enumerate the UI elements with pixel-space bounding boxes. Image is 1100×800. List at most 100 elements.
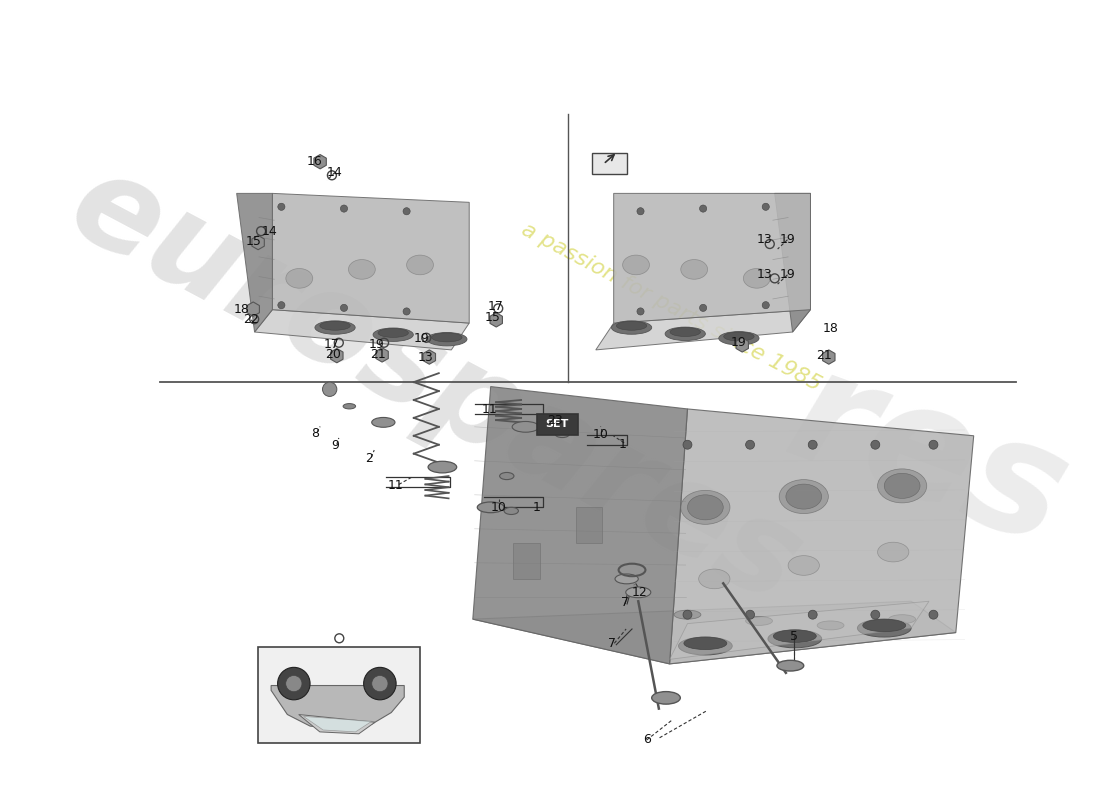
Bar [513, 543, 540, 579]
Ellipse shape [777, 660, 804, 671]
Text: 19: 19 [368, 338, 384, 351]
Polygon shape [670, 409, 974, 664]
Ellipse shape [746, 617, 772, 626]
Ellipse shape [878, 542, 909, 562]
Ellipse shape [817, 621, 844, 630]
Ellipse shape [684, 637, 727, 650]
Circle shape [372, 675, 388, 692]
Ellipse shape [428, 462, 456, 473]
Circle shape [871, 610, 880, 619]
Circle shape [746, 440, 755, 449]
Circle shape [808, 440, 817, 449]
Polygon shape [424, 350, 436, 364]
Ellipse shape [378, 329, 408, 338]
Ellipse shape [373, 328, 414, 342]
Circle shape [277, 667, 310, 700]
Ellipse shape [616, 322, 647, 330]
Polygon shape [236, 194, 273, 332]
Text: 7: 7 [621, 596, 629, 609]
Circle shape [637, 308, 645, 315]
Circle shape [278, 203, 285, 210]
Ellipse shape [427, 333, 468, 346]
Text: 9: 9 [331, 439, 339, 452]
Circle shape [340, 205, 348, 212]
Text: 14: 14 [327, 166, 343, 179]
Text: 17: 17 [324, 338, 340, 351]
Ellipse shape [773, 630, 816, 642]
Ellipse shape [431, 333, 462, 342]
Polygon shape [670, 602, 930, 659]
Text: 18: 18 [233, 302, 250, 316]
FancyBboxPatch shape [592, 153, 627, 174]
Text: 15: 15 [484, 311, 500, 324]
Ellipse shape [681, 490, 730, 524]
Text: res: res [768, 336, 1087, 578]
Polygon shape [254, 310, 470, 350]
Ellipse shape [477, 502, 504, 513]
Text: 19: 19 [780, 268, 795, 282]
Circle shape [340, 304, 348, 311]
Ellipse shape [785, 484, 822, 509]
Ellipse shape [407, 255, 433, 274]
Text: 1: 1 [532, 501, 540, 514]
Polygon shape [299, 714, 375, 734]
Ellipse shape [504, 507, 518, 514]
Text: 13: 13 [757, 234, 772, 246]
Ellipse shape [884, 474, 920, 498]
Text: 20: 20 [324, 349, 341, 362]
Polygon shape [614, 194, 811, 323]
Text: 19: 19 [414, 332, 429, 345]
Text: 10: 10 [491, 501, 506, 514]
Polygon shape [596, 310, 811, 350]
Text: eurospares: eurospares [50, 141, 822, 630]
Circle shape [322, 382, 337, 397]
Polygon shape [273, 194, 470, 323]
Text: 7: 7 [608, 637, 616, 650]
Circle shape [808, 610, 817, 619]
Ellipse shape [651, 692, 680, 704]
Polygon shape [376, 348, 388, 362]
Circle shape [700, 304, 706, 311]
Text: 13: 13 [418, 350, 433, 363]
Text: 1: 1 [618, 438, 626, 451]
Circle shape [683, 610, 692, 619]
Text: 18: 18 [823, 322, 838, 335]
Circle shape [364, 667, 396, 700]
Text: a passion for parts since 1985: a passion for parts since 1985 [518, 219, 825, 394]
Polygon shape [252, 235, 264, 250]
Ellipse shape [670, 327, 701, 337]
Ellipse shape [857, 619, 911, 637]
Ellipse shape [343, 403, 355, 409]
Ellipse shape [513, 422, 539, 432]
Polygon shape [271, 686, 404, 729]
Circle shape [683, 440, 692, 449]
Ellipse shape [615, 574, 638, 584]
Circle shape [930, 610, 938, 619]
Circle shape [762, 203, 769, 210]
Polygon shape [304, 717, 372, 732]
Ellipse shape [679, 637, 733, 655]
Circle shape [762, 302, 769, 309]
Text: 23: 23 [548, 414, 563, 426]
Text: 14: 14 [262, 225, 278, 238]
Polygon shape [473, 602, 956, 664]
Bar [575, 507, 603, 543]
Circle shape [286, 675, 302, 692]
Polygon shape [490, 313, 503, 327]
Text: SET: SET [546, 419, 569, 430]
Text: 21: 21 [816, 349, 832, 362]
Circle shape [871, 440, 880, 449]
Ellipse shape [698, 569, 730, 589]
Ellipse shape [372, 418, 395, 427]
Ellipse shape [286, 269, 312, 288]
Circle shape [403, 208, 410, 215]
Text: 13: 13 [757, 268, 772, 282]
Ellipse shape [681, 259, 707, 279]
Text: 6: 6 [642, 734, 651, 746]
Polygon shape [314, 154, 327, 169]
Text: 11: 11 [388, 479, 404, 492]
Ellipse shape [788, 556, 820, 575]
Ellipse shape [718, 331, 759, 345]
Ellipse shape [889, 614, 915, 624]
Ellipse shape [315, 321, 355, 334]
